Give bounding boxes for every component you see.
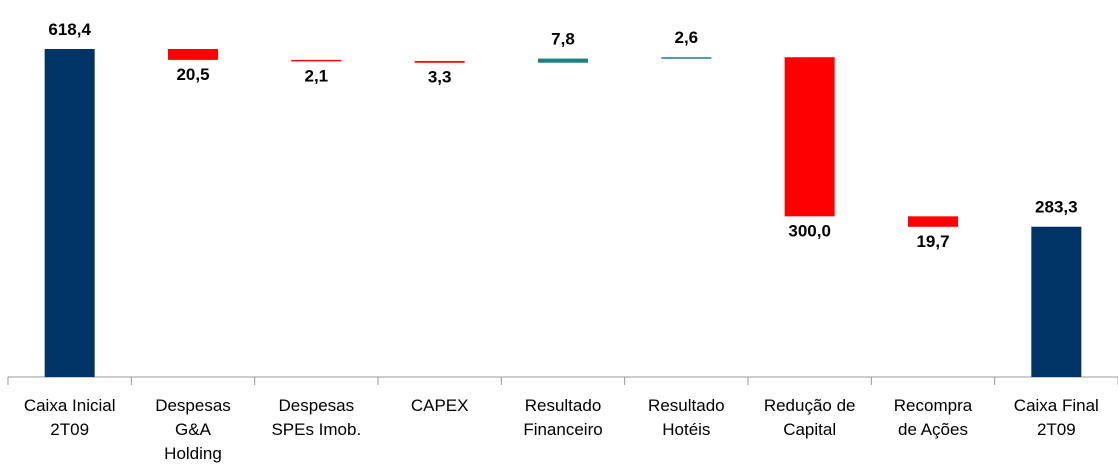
x-tick-label: Caixa Inicial 2T09 — [23, 396, 116, 439]
value-label: 2,6 — [675, 28, 699, 47]
bar — [908, 216, 958, 227]
x-tick-label: Resultado Hotéis — [648, 396, 725, 439]
value-label: 618,4 — [48, 20, 91, 39]
value-label: 300,0 — [788, 221, 831, 240]
x-tick-label: Resultado Financeiro — [523, 396, 603, 439]
x-tick-label: Recompra de Ações — [893, 396, 973, 439]
bar — [168, 49, 218, 60]
bar — [44, 49, 95, 377]
value-label: 20,5 — [176, 65, 209, 84]
x-tick-label: Caixa Final 2T09 — [1013, 396, 1099, 439]
value-label: 283,3 — [1035, 198, 1078, 217]
x-tick-label: Despesas SPEs Imob. — [271, 396, 362, 439]
bar — [784, 57, 835, 217]
bar — [1031, 226, 1082, 377]
value-label: 2,1 — [305, 66, 329, 85]
x-tick-label: Despesas G&A Holding — [155, 396, 231, 463]
value-label: 19,7 — [916, 232, 949, 251]
bar — [538, 58, 588, 63]
bar — [291, 59, 342, 62]
value-label: 3,3 — [428, 68, 452, 87]
x-tick-label: Redução de Capital — [763, 396, 856, 439]
bar — [414, 60, 465, 63]
x-tick-label: CAPEX — [410, 396, 469, 415]
bar — [661, 57, 712, 59]
value-label: 7,8 — [551, 30, 575, 49]
